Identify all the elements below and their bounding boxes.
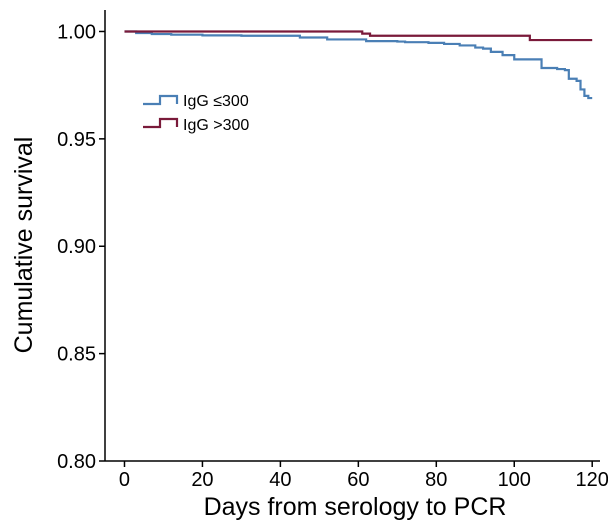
x-axis: 0 20 40 60 80 100 120 xyxy=(105,460,608,491)
x-tick-label: 120 xyxy=(576,469,608,491)
legend-label-igg-high: IgG >300 xyxy=(183,117,249,134)
legend-label-igg-low: IgG ≤300 xyxy=(183,93,249,110)
x-axis-title: Days from serology to PCR xyxy=(204,493,507,521)
x-tick-label: 0 xyxy=(119,469,130,491)
y-tick-label: 0.85 xyxy=(57,344,96,366)
y-axis: 0.80 0.85 0.90 0.95 1.00 xyxy=(57,10,106,473)
y-axis-title: Cumulative survival xyxy=(10,137,38,354)
x-tick-label: 80 xyxy=(425,469,447,491)
series-line-igg-high xyxy=(124,30,593,42)
x-tick-label: 40 xyxy=(269,469,291,491)
legend-swatch-igg-low xyxy=(143,94,179,106)
series-line-igg-low xyxy=(124,30,593,100)
x-tick-label: 100 xyxy=(498,469,531,491)
y-tick-label: 0.90 xyxy=(57,236,96,258)
x-tick-label: 60 xyxy=(347,469,369,491)
y-tick-label: 1.00 xyxy=(57,21,96,43)
x-tick-label: 20 xyxy=(191,469,213,491)
legend: IgG ≤300 IgG >300 xyxy=(143,93,249,134)
legend-item-igg-high: IgG >300 xyxy=(143,117,249,134)
series-layer xyxy=(124,30,593,100)
y-tick-label: 0.80 xyxy=(57,451,96,473)
y-tick-label: 0.95 xyxy=(57,129,96,151)
legend-item-igg-low: IgG ≤300 xyxy=(143,93,249,110)
legend-swatch-igg-high xyxy=(143,117,179,129)
